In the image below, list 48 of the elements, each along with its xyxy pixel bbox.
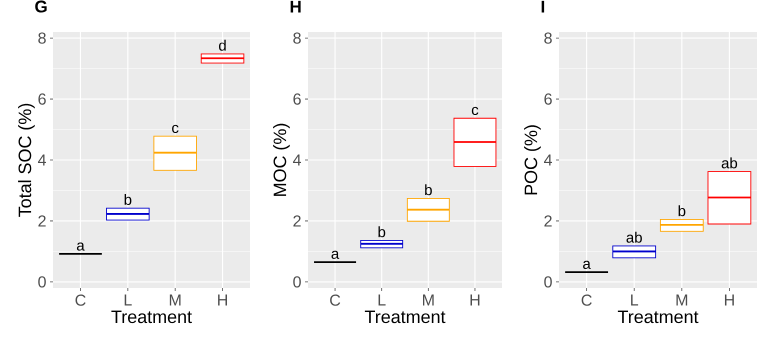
y-tick-label: 4: [292, 154, 302, 166]
x-tick-label: C: [330, 294, 340, 306]
y-axis-title: Total SOC (%): [18, 104, 35, 217]
annotation: ab: [626, 232, 642, 243]
annotation: a: [76, 242, 85, 251]
y-tick-label: 2: [293, 215, 301, 227]
x-tick-label: C: [582, 294, 592, 306]
x-axis-title: Treatment: [618, 310, 698, 324]
x-tick-label: L: [631, 294, 638, 306]
annotation: ab: [722, 157, 738, 168]
y-tick-label: 0: [293, 276, 301, 288]
x-axis-title: Treatment: [364, 310, 446, 324]
y-tick-label: 0: [544, 276, 552, 288]
y-tick-label: 2: [38, 215, 46, 227]
y-tick-label: 8: [293, 32, 301, 44]
y-tick-label: 6: [38, 93, 46, 105]
y-tick-label: 2: [544, 215, 552, 227]
chart-title: I: [542, 0, 544, 13]
x-axis-title: Treatment: [111, 310, 192, 324]
annotation: b: [425, 184, 432, 196]
chart-title: G: [35, 0, 47, 13]
y-tick-label: 0: [38, 276, 46, 288]
x-tick-label: C: [76, 294, 86, 306]
x-tick-label: M: [676, 294, 688, 306]
annotation: b: [678, 205, 686, 216]
x-tick-label: L: [124, 294, 132, 306]
annotation: a: [583, 260, 591, 269]
x-tick-label: H: [470, 294, 480, 306]
y-tick-label: 6: [293, 93, 301, 105]
y-tick-label: 4: [38, 154, 46, 166]
annotation: a: [332, 250, 340, 259]
annotation: d: [219, 40, 226, 51]
x-tick-label: M: [423, 294, 434, 306]
y-tick-label: 8: [38, 32, 46, 44]
annotation: b: [124, 194, 132, 205]
annotation: b: [378, 226, 386, 238]
x-tick-label: M: [170, 294, 181, 306]
chart-title: H: [290, 0, 301, 13]
x-tick-label: H: [218, 294, 227, 306]
y-axis-title: POC (%): [524, 125, 541, 194]
y-tick-label: 4: [544, 154, 552, 166]
x-tick-label: H: [724, 294, 734, 306]
annotation: c: [472, 106, 478, 116]
y-tick-label: 8: [544, 32, 552, 44]
x-tick-label: L: [378, 294, 386, 306]
y-axis-title: MOC (%): [273, 124, 290, 196]
annotation: c: [172, 124, 179, 134]
y-tick-label: 6: [544, 93, 552, 105]
